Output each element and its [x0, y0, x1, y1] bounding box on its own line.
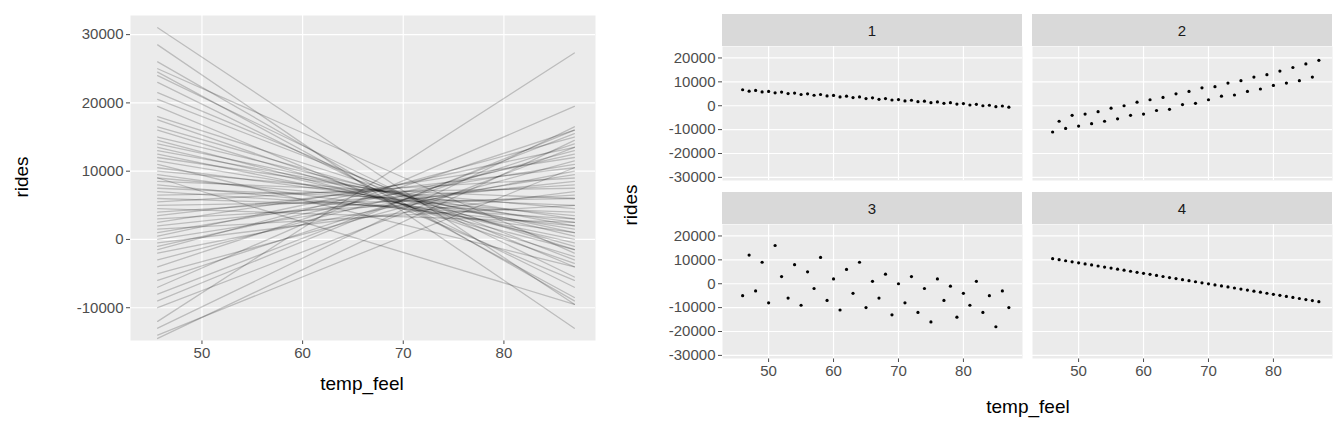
svg-text:0: 0	[707, 97, 715, 114]
svg-text:20000: 20000	[82, 94, 124, 111]
svg-text:10000: 10000	[674, 73, 716, 90]
svg-text:60: 60	[1135, 362, 1152, 379]
html-text:temp_feel: temp_feel	[320, 373, 404, 394]
svg-text:50: 50	[760, 362, 777, 379]
svg-text:0: 0	[707, 275, 715, 292]
html-text:rides: rides	[11, 156, 32, 198]
svg-text:30000: 30000	[82, 25, 124, 42]
svg-text:70: 70	[890, 362, 907, 379]
svg-text:20000: 20000	[674, 49, 716, 66]
html-text:2: 2	[1177, 21, 1187, 39]
svg-text:-20000: -20000	[669, 322, 716, 339]
svg-text:-30000: -30000	[669, 346, 716, 363]
svg-text:70: 70	[1200, 362, 1217, 379]
svg-text:-10000: -10000	[669, 298, 716, 315]
svg-text:80: 80	[1265, 362, 1282, 379]
svg-text:20000: 20000	[674, 227, 716, 244]
svg-text:80: 80	[955, 362, 972, 379]
svg-text:60: 60	[294, 344, 311, 361]
html-text:temp_feel: temp_feel	[986, 396, 1070, 417]
svg-text:-10000: -10000	[77, 299, 124, 316]
svg-text:50: 50	[194, 344, 211, 361]
html-text:1: 1	[867, 21, 877, 39]
svg-text:0: 0	[115, 230, 123, 247]
svg-text:80: 80	[496, 344, 513, 361]
html-text:rides: rides	[620, 184, 641, 226]
svg-text:50: 50	[1070, 362, 1087, 379]
svg-text:60: 60	[825, 362, 842, 379]
svg-text:70: 70	[395, 344, 412, 361]
html-text:4: 4	[1177, 199, 1187, 217]
svg-text:-20000: -20000	[669, 144, 716, 161]
svg-text:10000: 10000	[674, 251, 716, 268]
html-text:3: 3	[867, 199, 877, 217]
svg-text:10000: 10000	[82, 162, 124, 179]
svg-text:-30000: -30000	[669, 168, 716, 185]
svg-text:-10000: -10000	[669, 120, 716, 137]
